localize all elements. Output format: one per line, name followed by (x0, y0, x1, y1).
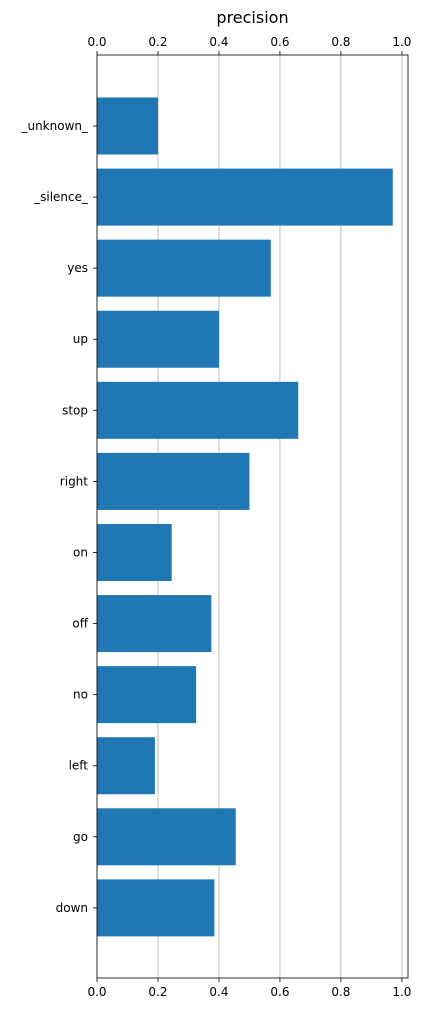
y-tick-label: on (73, 545, 88, 559)
bottom-x-tick-label: 0.4 (209, 985, 228, 999)
bar-right (97, 452, 250, 510)
top-x-tick-label: 0.0 (87, 35, 106, 49)
y-tick-label: down (56, 901, 88, 915)
bottom-x-axis-ticks: 0.0 0.2 0.4 0.6 0.8 1.0 (87, 978, 411, 999)
bar-go (97, 808, 236, 866)
top-x-tick-label: 0.2 (148, 35, 167, 49)
y-tick-label: go (73, 830, 88, 844)
bottom-x-tick-label: 0.8 (331, 985, 350, 999)
y-tick-label: yes (67, 261, 88, 275)
bar-on (97, 523, 172, 581)
top-x-tick-label: 1.0 (392, 35, 411, 49)
y-tick-label: left (69, 759, 89, 773)
top-x-tick-label: 0.6 (270, 35, 289, 49)
y-tick-label: up (73, 332, 88, 346)
bar-stop (97, 381, 299, 439)
top-x-tick-label: 0.4 (209, 35, 228, 49)
bar-up (97, 310, 219, 368)
bar-no (97, 666, 197, 724)
bottom-x-tick-label: 1.0 (392, 985, 411, 999)
bar-yes (97, 239, 271, 297)
top-x-axis-ticks: 0.0 0.2 0.4 0.6 0.8 1.0 (87, 35, 411, 55)
y-axis-ticks: _unknown_ _silence_yes up stop right on off no l… (20, 119, 97, 915)
y-tick-label: _unknown_ (20, 119, 89, 133)
top-x-tick-label: 0.8 (331, 35, 350, 49)
axes (96, 54, 409, 979)
bottom-x-tick-label: 0.2 (148, 985, 167, 999)
chart-title: precision (216, 8, 288, 27)
bottom-x-tick-label: 0.6 (270, 985, 289, 999)
bar-unknown (97, 97, 158, 155)
bar-off (97, 595, 212, 653)
bars (97, 97, 393, 937)
y-tick-label: off (72, 617, 88, 631)
bar-silence (97, 168, 393, 226)
y-tick-label: right (60, 474, 88, 488)
bar-left (97, 737, 155, 795)
bottom-x-tick-label: 0.0 (87, 985, 106, 999)
y-tick-label: no (73, 688, 88, 702)
bar-down (97, 879, 215, 937)
plot-frame (96, 54, 409, 979)
y-tick-label: _silence_ (33, 190, 89, 204)
y-tick-label: stop (62, 403, 88, 417)
